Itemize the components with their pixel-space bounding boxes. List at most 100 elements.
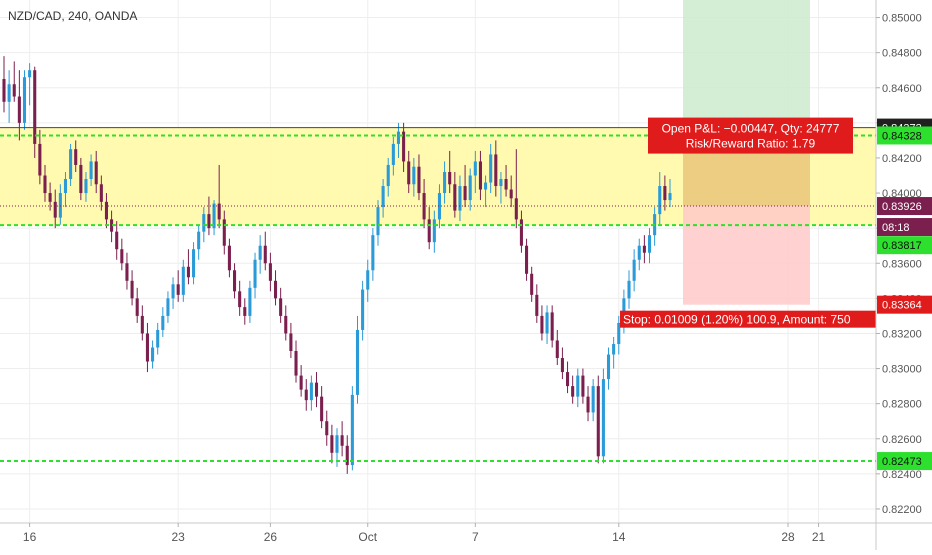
candle-body[interactable]: [17, 96, 21, 123]
candle-body[interactable]: [601, 379, 605, 457]
candle-body[interactable]: [166, 298, 170, 316]
candle-body[interactable]: [586, 396, 590, 413]
candle-body[interactable]: [79, 164, 83, 194]
candle-body[interactable]: [612, 343, 616, 355]
candle-body[interactable]: [581, 375, 585, 397]
candle-body[interactable]: [606, 354, 611, 380]
candle-body[interactable]: [233, 270, 237, 292]
candle-body[interactable]: [12, 84, 16, 97]
candle-body[interactable]: [566, 372, 570, 387]
candle-body[interactable]: [325, 421, 329, 436]
candle-body[interactable]: [161, 315, 165, 330]
candle-body[interactable]: [427, 219, 431, 243]
candle-body[interactable]: [478, 161, 482, 190]
candle-body[interactable]: [294, 351, 298, 376]
candle-body[interactable]: [632, 259, 636, 281]
candle-body[interactable]: [110, 219, 114, 232]
candle-body[interactable]: [340, 435, 344, 446]
candle-body[interactable]: [361, 289, 365, 330]
candle-body[interactable]: [437, 193, 441, 220]
candle-body[interactable]: [284, 315, 288, 334]
candle-body[interactable]: [550, 312, 554, 341]
candle-body[interactable]: [212, 203, 216, 229]
candle-body[interactable]: [396, 131, 401, 144]
candle-body[interactable]: [94, 161, 98, 185]
candle-body[interactable]: [448, 171, 452, 185]
candle-body[interactable]: [371, 235, 375, 271]
candle-body[interactable]: [186, 266, 190, 278]
candle-body[interactable]: [304, 389, 308, 401]
candle-body[interactable]: [58, 193, 62, 218]
candle-body[interactable]: [366, 270, 370, 290]
candle-body[interactable]: [28, 70, 32, 78]
candle-body[interactable]: [258, 245, 262, 260]
candle-body[interactable]: [273, 280, 278, 299]
candle-body[interactable]: [38, 143, 42, 176]
candle-body[interactable]: [125, 263, 129, 281]
candle-body[interactable]: [591, 386, 595, 413]
candle-body[interactable]: [402, 131, 406, 162]
candle-body[interactable]: [217, 203, 221, 220]
candle-body[interactable]: [145, 333, 149, 362]
candle-body[interactable]: [622, 298, 626, 323]
candle-body[interactable]: [48, 193, 52, 202]
candle-body[interactable]: [376, 207, 380, 236]
candle-body[interactable]: [63, 179, 68, 194]
candle-body[interactable]: [130, 280, 134, 299]
candle-body[interactable]: [227, 245, 231, 271]
candle-body[interactable]: [617, 322, 621, 344]
candle-body[interactable]: [658, 186, 662, 215]
candle-body[interactable]: [381, 186, 385, 208]
candle-body[interactable]: [432, 219, 436, 243]
candle-body[interactable]: [171, 284, 175, 299]
candle-body[interactable]: [545, 312, 549, 334]
candle-body[interactable]: [248, 287, 252, 316]
candle-body[interactable]: [560, 358, 564, 373]
candle-body[interactable]: [263, 245, 267, 264]
candle-body[interactable]: [222, 219, 226, 246]
candle-body[interactable]: [197, 231, 201, 250]
candle-body[interactable]: [350, 394, 354, 466]
candle-body[interactable]: [412, 166, 416, 185]
candle-body[interactable]: [535, 294, 539, 316]
candle-body[interactable]: [268, 263, 272, 281]
candle-body[interactable]: [499, 179, 503, 187]
candle-body[interactable]: [571, 386, 575, 397]
candle-body[interactable]: [192, 249, 196, 278]
candle-body[interactable]: [525, 245, 529, 274]
candle-body[interactable]: [2, 78, 6, 102]
candle-body[interactable]: [115, 231, 119, 250]
candle-body[interactable]: [494, 154, 498, 187]
candle-body[interactable]: [320, 396, 324, 422]
candle-body[interactable]: [238, 291, 242, 308]
candle-body[interactable]: [458, 186, 462, 211]
candle-body[interactable]: [663, 186, 667, 201]
candle-body[interactable]: [74, 149, 78, 165]
candle-body[interactable]: [135, 298, 139, 316]
candle-body[interactable]: [299, 375, 303, 390]
candle-body[interactable]: [555, 340, 559, 359]
candle-body[interactable]: [156, 329, 160, 348]
candle-body[interactable]: [576, 375, 580, 397]
candle-body[interactable]: [33, 70, 37, 144]
candle-body[interactable]: [443, 171, 447, 194]
candle-body[interactable]: [345, 445, 349, 466]
candle-body[interactable]: [335, 435, 339, 453]
candle-body[interactable]: [647, 235, 652, 253]
candle-body[interactable]: [53, 201, 57, 218]
candle-body[interactable]: [99, 184, 103, 202]
candle-body[interactable]: [453, 184, 457, 211]
candle-body[interactable]: [279, 298, 283, 316]
candle-body[interactable]: [540, 315, 544, 334]
candle-body[interactable]: [22, 77, 27, 123]
candle-body[interactable]: [181, 266, 185, 295]
candle-body[interactable]: [84, 179, 88, 194]
candle-body[interactable]: [314, 382, 319, 397]
candle-body[interactable]: [642, 245, 646, 253]
candle-body[interactable]: [468, 175, 472, 201]
candle-body[interactable]: [69, 149, 73, 180]
candle-body[interactable]: [668, 193, 672, 201]
candle-body[interactable]: [422, 193, 426, 220]
candle-body[interactable]: [530, 273, 534, 295]
